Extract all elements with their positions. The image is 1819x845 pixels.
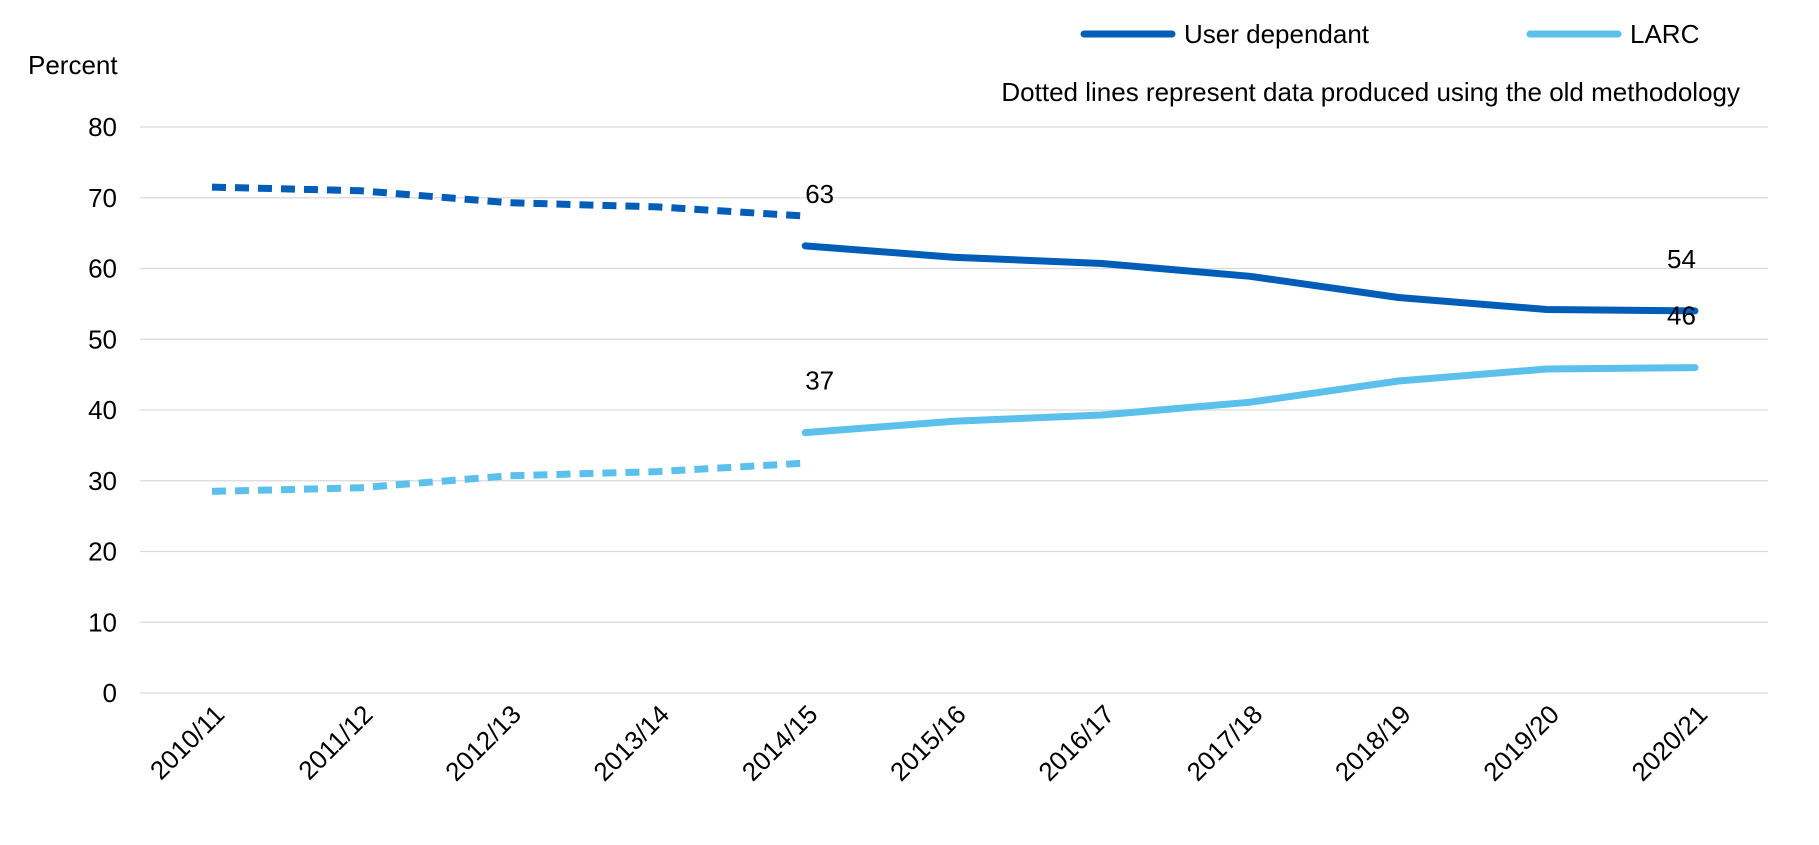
- data-label: 63: [805, 179, 834, 209]
- series-line-user-dependant: [801, 242, 1699, 315]
- legend-label-user-dependant: User dependant: [1184, 19, 1370, 49]
- x-tick-label: 2012/13: [439, 699, 527, 787]
- gridlines: [140, 126, 1768, 694]
- series-line-user-dependant-old-methodology: [211, 183, 806, 220]
- y-axis-ticks: 0 10 20 30 40 50 60 70 80: [88, 112, 117, 708]
- series-line-larc-old-methodology: [211, 459, 806, 495]
- series-lines: [211, 183, 1699, 495]
- y-tick-label: 70: [88, 183, 117, 213]
- legend: User dependant LARC: [1080, 19, 1699, 49]
- y-tick-label: 80: [88, 112, 117, 142]
- y-tick-label: 10: [88, 607, 117, 637]
- y-tick-label: 30: [88, 466, 117, 496]
- data-label: 46: [1667, 301, 1696, 331]
- y-tick-label: 50: [88, 324, 117, 354]
- x-tick-label: 2015/16: [884, 699, 972, 787]
- legend-label-larc: LARC: [1630, 19, 1699, 49]
- methodology-note: Dotted lines represent data produced usi…: [1001, 77, 1740, 107]
- data-labels: 63 54 37 46: [805, 179, 1696, 396]
- x-tick-label: 2014/15: [736, 699, 824, 787]
- y-tick-label: 20: [88, 537, 117, 567]
- series-line-larc: [801, 364, 1699, 437]
- x-tick-label: 2018/19: [1329, 699, 1417, 787]
- x-tick-label: 2019/20: [1477, 699, 1565, 787]
- y-axis-title: Percent: [28, 50, 118, 80]
- data-label: 37: [805, 366, 834, 396]
- x-tick-label: 2016/17: [1032, 699, 1120, 787]
- x-tick-label: 2017/18: [1181, 699, 1269, 787]
- x-axis-ticks: 2010/11 2011/12 2012/13 2013/14 2014/15 2015/…: [144, 699, 1713, 787]
- x-tick-label: 2011/12: [292, 699, 378, 785]
- x-tick-label: 2013/14: [587, 699, 675, 787]
- y-tick-label: 40: [88, 395, 117, 425]
- data-label: 54: [1667, 244, 1696, 274]
- y-tick-label: 60: [88, 254, 117, 284]
- x-tick-label: 2020/21: [1626, 699, 1714, 787]
- y-tick-label: 0: [103, 678, 117, 708]
- x-tick-label: 2010/11: [144, 699, 230, 785]
